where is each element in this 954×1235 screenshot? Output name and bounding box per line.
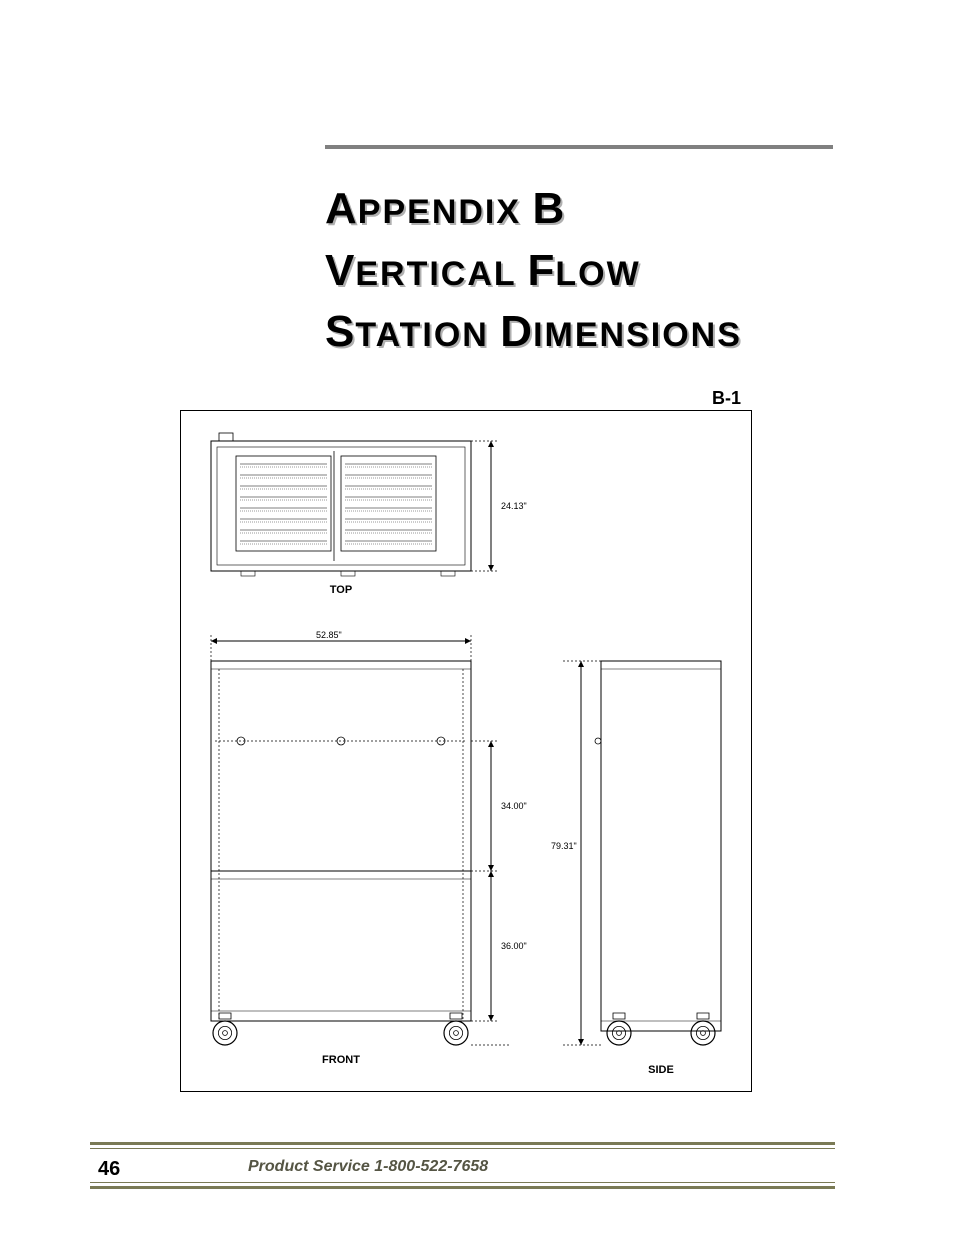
footer-rule-top: [90, 1142, 835, 1149]
title-rest: ERTICAL: [355, 255, 527, 293]
footer-service-text: Product Service 1-800-522-7658: [248, 1158, 488, 1176]
footer-rule-bottom: [90, 1182, 835, 1189]
title-cap: F: [528, 246, 556, 295]
svg-text:SIDE: SIDE: [648, 1064, 674, 1076]
title-rest: TATION: [355, 316, 500, 354]
diagram-svg: 24.13" TOP 52.85" 34.00" 36.00" FRONT 79.31" SI…: [181, 411, 751, 1091]
page-number: 46: [98, 1158, 120, 1181]
appendix-title: APPENDIX B VERTICAL FLOW STATION DIMENSI…: [325, 178, 833, 363]
svg-text:52.85": 52.85": [316, 630, 342, 640]
figure-caption: B-1: [712, 388, 741, 409]
title-rest: IMENSIONS: [533, 316, 742, 354]
svg-text:FRONT: FRONT: [322, 1054, 360, 1066]
title-cap: S: [325, 307, 355, 356]
title-line-2: VERTICAL FLOW: [325, 240, 833, 302]
svg-text:34.00": 34.00": [501, 801, 527, 811]
svg-text:79.31": 79.31": [551, 841, 577, 851]
svg-text:36.00": 36.00": [501, 941, 527, 951]
title-cap: V: [325, 246, 355, 295]
title-line-1: APPENDIX B: [325, 178, 833, 240]
title-cap: B: [533, 184, 566, 233]
svg-text:TOP: TOP: [330, 584, 352, 596]
title-line-3: STATION DIMENSIONS: [325, 301, 833, 363]
document-page: APPENDIX B VERTICAL FLOW STATION DIMENSI…: [0, 0, 954, 1235]
title-cap: A: [325, 184, 358, 233]
title-rest: LOW: [555, 255, 640, 293]
top-horizontal-rule: [325, 145, 833, 149]
title-cap: D: [500, 307, 533, 356]
svg-text:24.13": 24.13": [501, 501, 527, 511]
title-rest: PPENDIX: [358, 193, 533, 231]
dimensions-diagram: 24.13" TOP 52.85" 34.00" 36.00" FRONT 79.31" SI…: [180, 410, 752, 1092]
